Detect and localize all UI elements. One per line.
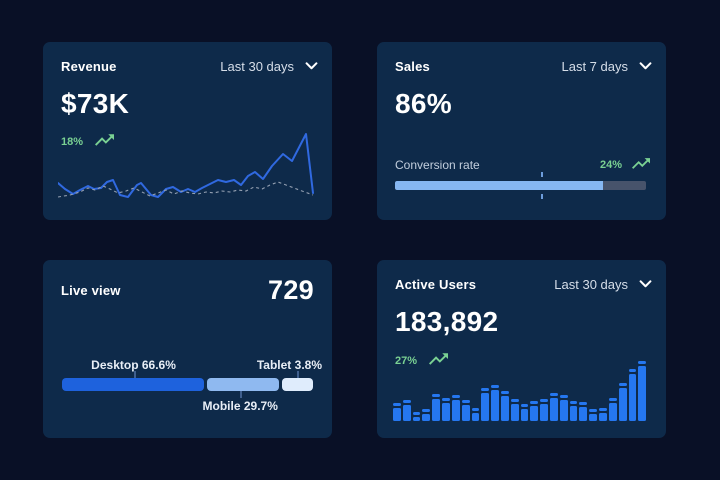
sales-period-label: Last 7 days: [561, 58, 629, 74]
activity-bar: [471, 408, 480, 421]
revenue-period-dropdown[interactable]: Last 30 days: [220, 59, 318, 74]
sales-period-dropdown[interactable]: Last 7 days: [562, 59, 653, 74]
activity-bar: [422, 409, 431, 421]
revenue-value: $73K: [61, 88, 130, 119]
activity-bar: [393, 403, 401, 421]
activity-bar: [589, 409, 598, 421]
activity-bar: [579, 402, 588, 421]
mobile-segment-label: Mobile 29.7%: [202, 399, 278, 413]
revenue-card: Revenue Last 30 days $73K 18%: [43, 42, 332, 220]
active-users-delta: 27%: [395, 352, 449, 370]
activity-bar: [520, 404, 529, 421]
live-view-card: Live view 729 Desktop 66.6% Tablet 3.8% …: [43, 260, 332, 438]
activity-bar: [461, 400, 470, 421]
segment-mobile: [206, 378, 279, 391]
revenue-delta-text: 18%: [61, 136, 84, 148]
device-distribution: Desktop 66.6% Tablet 3.8% Mobile 29.7%: [62, 358, 322, 420]
revenue-period-label: Last 30 days: [220, 58, 294, 74]
active-users-card: Active Users Last 30 days 183,892 27%: [377, 260, 666, 438]
segment-tablet: [281, 378, 314, 391]
live-view-header: Live view 729: [61, 274, 314, 306]
active-users-delta-text: 27%: [395, 355, 418, 367]
activity-bar: [432, 394, 441, 421]
mobile-connector-line: [240, 391, 243, 398]
activity-bar: [451, 395, 460, 421]
active-users-period-label: Last 30 days: [554, 276, 628, 292]
chevron-down-icon: [305, 62, 318, 70]
trending-up-icon: [632, 156, 650, 174]
live-view-title: Live view: [61, 282, 121, 298]
chevron-down-icon: [639, 62, 652, 70]
progress-track: [395, 181, 646, 190]
active-users-value: 183,892: [395, 306, 499, 337]
active-users-card-title: Active Users: [395, 276, 477, 292]
progress-marker-top: [541, 172, 544, 177]
sales-card-header: Sales Last 7 days: [395, 57, 652, 75]
tablet-connector-line: [296, 371, 299, 378]
sales-delta: 24%: [600, 156, 650, 174]
sales-card: Sales Last 7 days 86% Conversion rate 24…: [377, 42, 666, 220]
segment-desktop: [62, 378, 204, 391]
sales-value: 86%: [395, 88, 452, 119]
trending-up-icon: [429, 352, 449, 370]
conversion-progress-fill: [395, 181, 604, 190]
conversion-rate-label: Conversion rate: [395, 158, 480, 172]
activity-bar: [491, 385, 499, 421]
revenue-card-title: Revenue: [61, 58, 117, 74]
active-users-bar-chart: [393, 359, 647, 421]
desktop-connector-line: [133, 371, 136, 378]
activity-bar: [638, 361, 647, 421]
progress-marker-bottom: [541, 194, 544, 199]
active-users-card-header: Active Users Last 30 days: [395, 275, 652, 293]
live-view-value: 729: [268, 274, 314, 305]
activity-bar: [618, 383, 627, 421]
activity-bar: [500, 391, 509, 421]
conversion-progress: [395, 172, 646, 199]
activity-bar: [559, 395, 568, 421]
trending-up-icon: [95, 133, 115, 151]
activity-bar: [599, 408, 607, 421]
conversion-rate-row: Conversion rate 24%: [395, 156, 650, 174]
revenue-line-chart: [58, 133, 314, 198]
activity-bar: [608, 398, 617, 421]
activity-bar: [412, 412, 421, 421]
activity-bar: [530, 401, 539, 421]
device-distribution-bar: [62, 378, 314, 391]
activity-bar: [442, 398, 450, 421]
desktop-segment-label: Desktop 66.6%: [91, 358, 176, 372]
tablet-segment-label: Tablet 3.8%: [256, 358, 322, 372]
activity-bar: [402, 400, 411, 421]
activity-bar: [569, 401, 578, 421]
sales-delta-text: 24%: [599, 159, 622, 171]
chevron-down-icon: [639, 280, 652, 288]
active-users-period-dropdown[interactable]: Last 30 days: [554, 277, 652, 292]
sales-card-title: Sales: [395, 58, 430, 74]
revenue-card-header: Revenue Last 30 days: [61, 57, 318, 75]
activity-bar: [628, 369, 637, 421]
revenue-delta: 18%: [61, 133, 115, 151]
activity-bar: [510, 399, 519, 421]
activity-bar: [540, 399, 548, 421]
activity-bar: [550, 393, 558, 421]
activity-bar: [481, 388, 490, 421]
